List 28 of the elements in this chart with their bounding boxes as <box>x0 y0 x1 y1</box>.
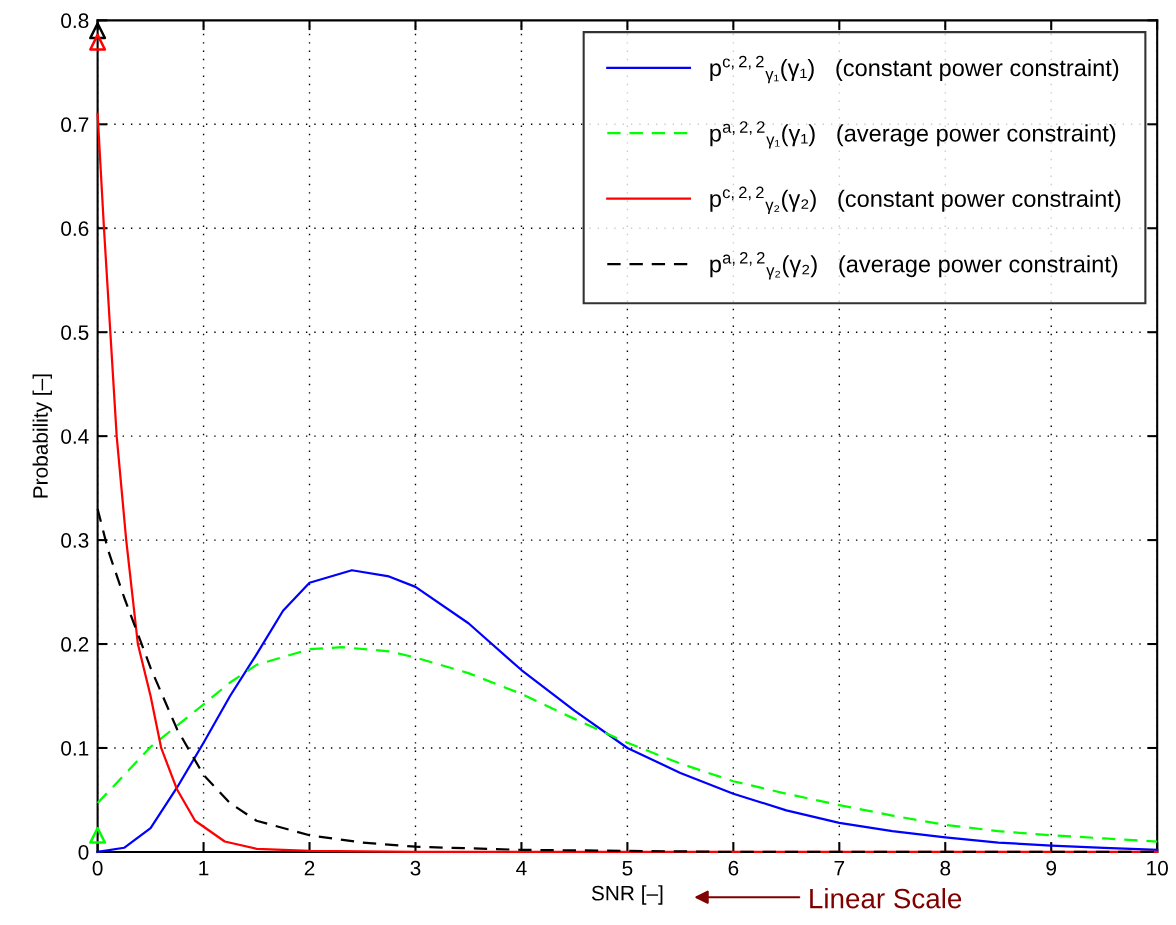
text: Linear Scale <box>810 888 962 909</box>
y-tick-label: 0 <box>78 844 89 860</box>
legend-label: p$^{a,2,2}$$_{γ₁}$(γ₁) (average power constraint) <box>710 121 1116 149</box>
y-tick-label: 0.5 <box>61 325 89 340</box>
x-tick-label: 5 <box>622 861 633 876</box>
x-tick-label: 9 <box>1046 860 1057 876</box>
x-tick-label: 3 <box>410 860 421 876</box>
x-tick-label: 8 <box>940 860 951 876</box>
x-tick-label: 6 <box>728 860 739 876</box>
x-tick-label: 2 <box>304 860 315 876</box>
x-tick-label: 10 <box>1147 860 1168 876</box>
y-tick-label: 0.4 <box>61 429 89 444</box>
legend-label: p$^{c,2,2}$$_{γ₁}$(γ₁) (constant power constraint) <box>710 55 1119 84</box>
x-tick-label: 4 <box>516 861 527 876</box>
y-tick-label: 0.8 <box>61 13 89 29</box>
x-tick-label: 7 <box>834 861 845 876</box>
legend-label: p$^{a,2,2}$$_{γ₂}$(γ₂) (average power constraint) <box>710 251 1118 280</box>
x-tick-label: 0 <box>92 860 103 876</box>
y-tick-label: 0.6 <box>61 221 89 236</box>
y-tick-label: 0.7 <box>61 117 89 133</box>
x-axis-title: SNR [–] <box>591 885 663 905</box>
y-tick-label: 0.2 <box>61 637 89 652</box>
legend-label: p$^{c,2,2}$$_{γ₂}$(γ₂) (constant power constraint) <box>710 186 1121 215</box>
y-tick-label: 0.1 <box>61 740 89 756</box>
x-tick-label: 1 <box>199 861 209 876</box>
y-tick-label: 0.3 <box>61 533 89 548</box>
y-axis-title: Probability [–] <box>32 374 52 498</box>
line-series <box>96 646 1159 843</box>
